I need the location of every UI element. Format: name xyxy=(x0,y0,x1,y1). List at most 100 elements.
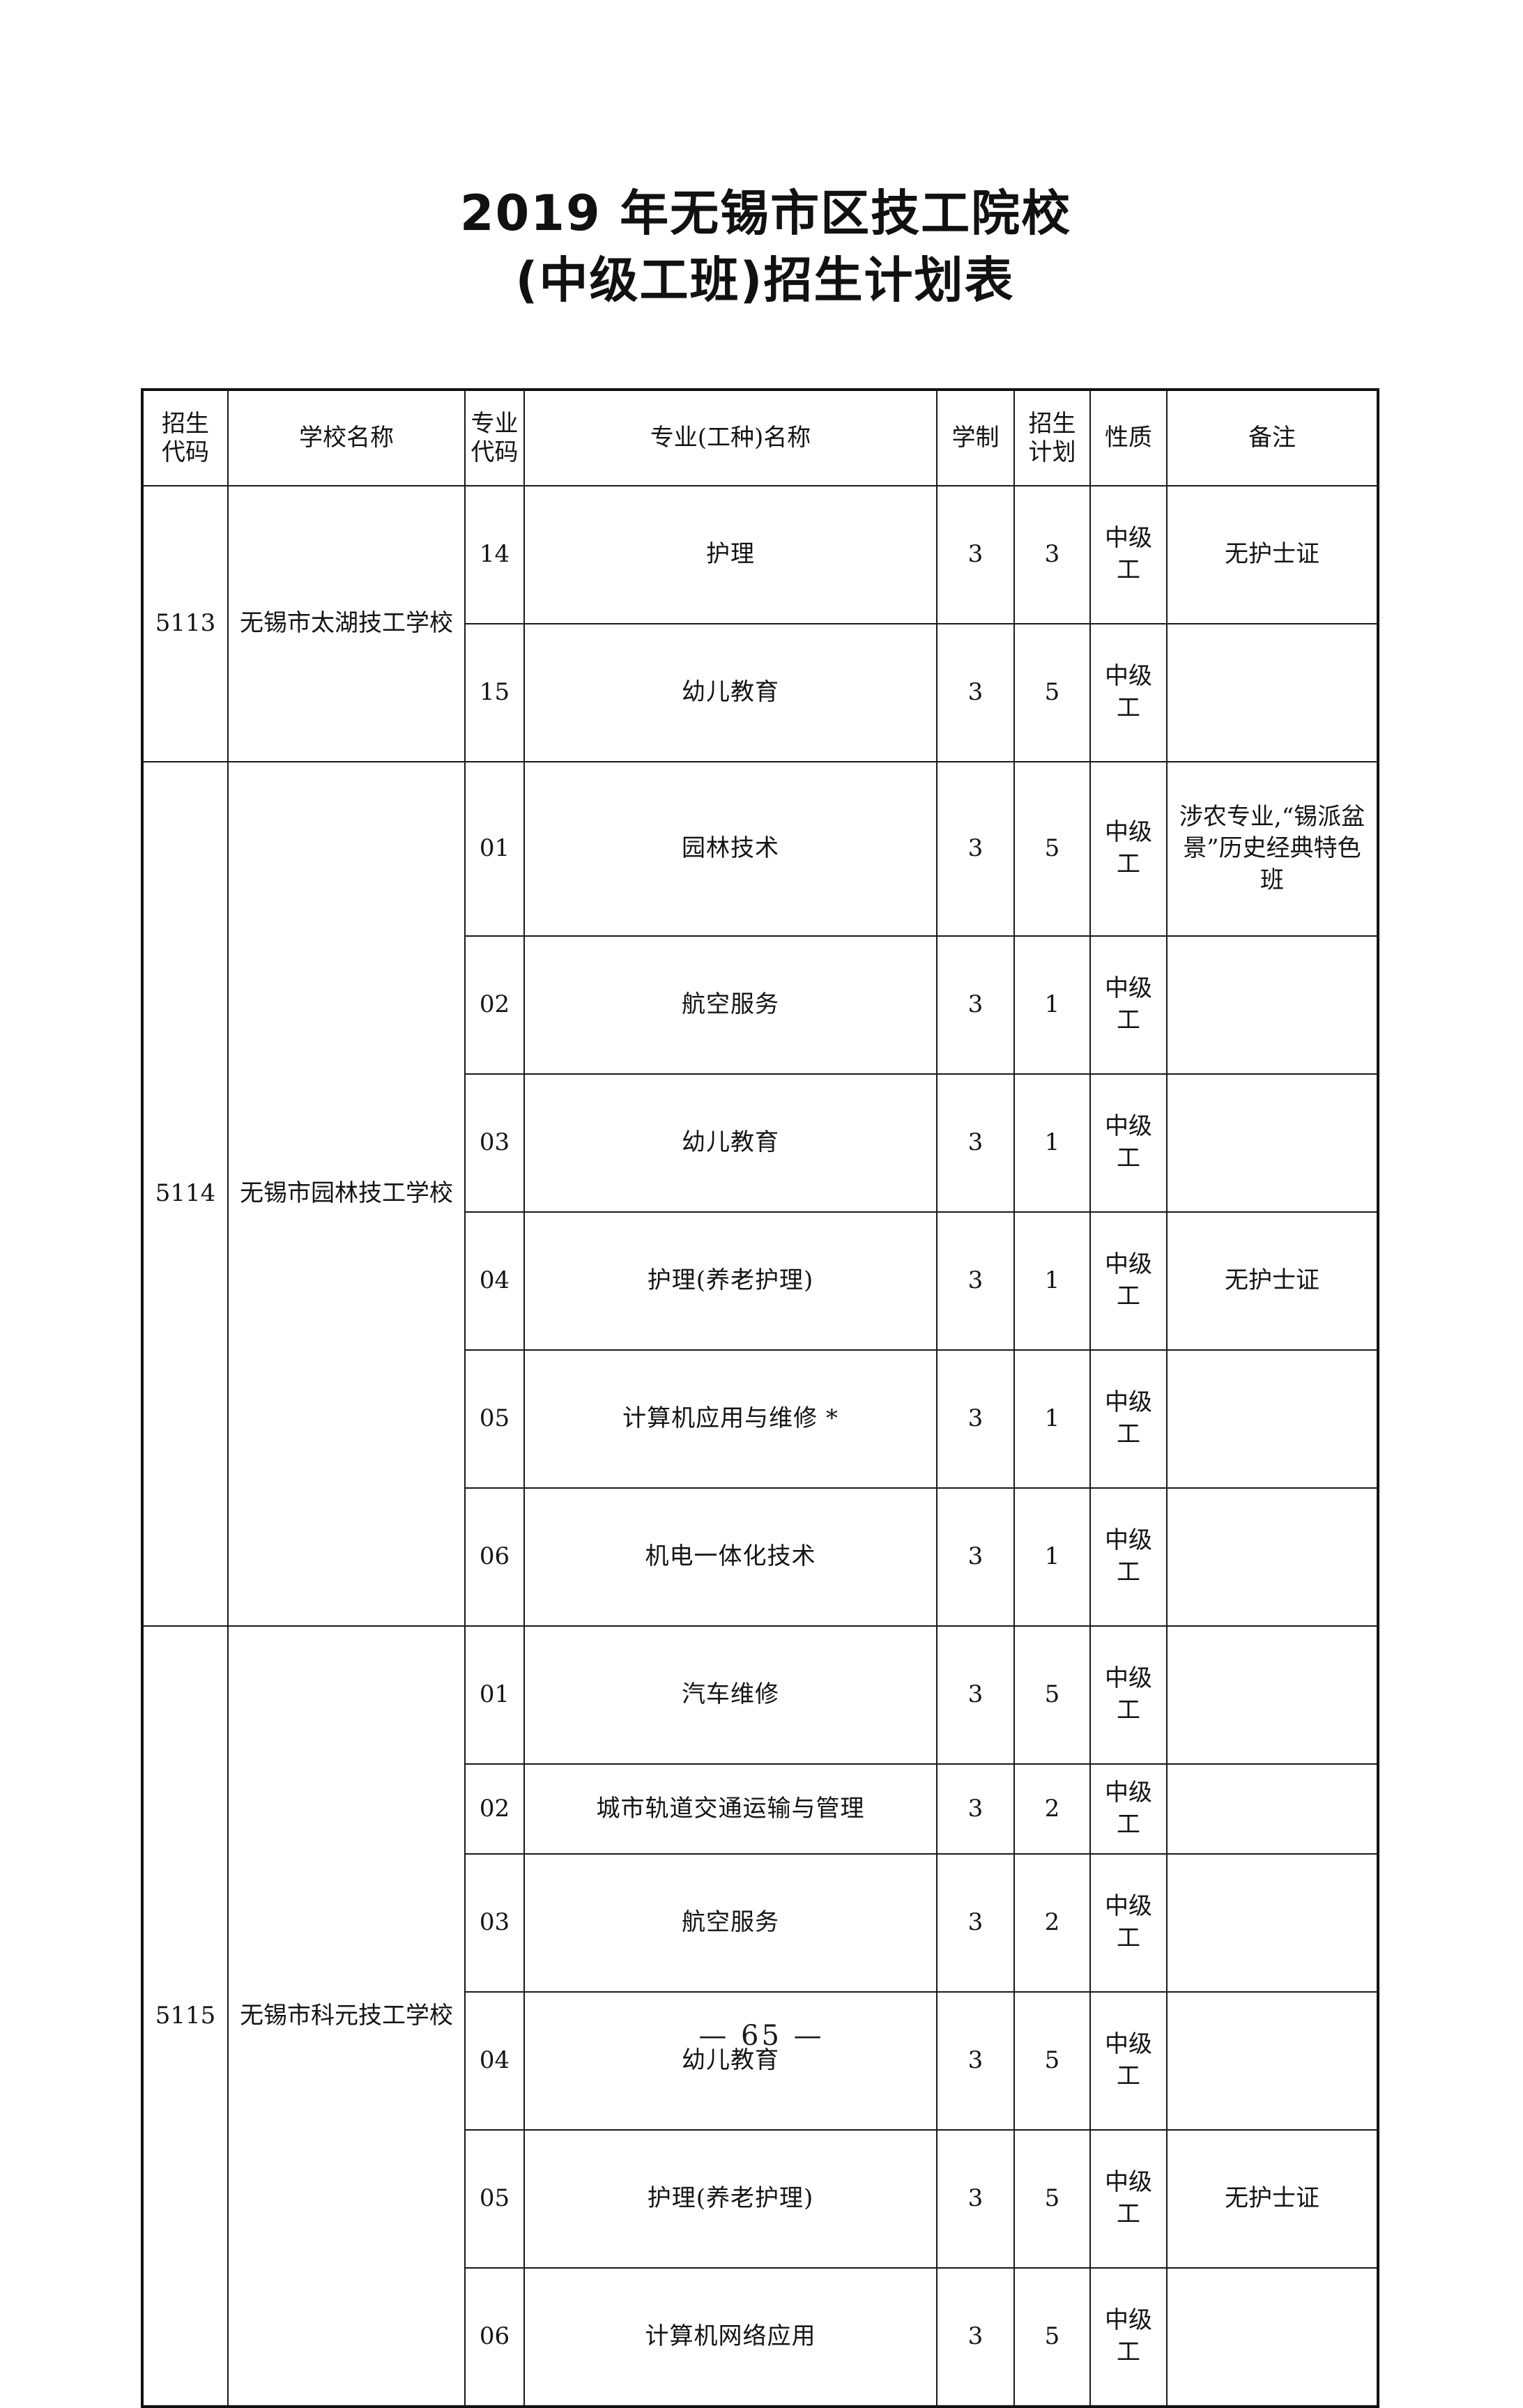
cell-quota: 1 xyxy=(1013,1349,1091,1489)
cell-quota: 5 xyxy=(1013,2129,1091,2269)
cell-quota: 2 xyxy=(1013,1763,1091,1855)
page-number: — 65 — xyxy=(698,2020,825,2052)
cell-major-name: 城市轨道交通运输与管理 xyxy=(523,1763,937,1855)
admission-plan-table: 招生 代码 学校名称 专业 代码 专业(工种)名称 学制 招生 计划 性质 xyxy=(141,388,1379,2408)
table-body: 5113 无锡市太湖技工学校 14 护理 3 3 中级 工 无护士证 15 幼儿… xyxy=(141,485,1379,2407)
cell-major-name: 计算机网络应用 xyxy=(523,2267,937,2407)
cell-nature-line2: 工 xyxy=(1117,2062,1140,2090)
header-admission-code: 招生 代码 xyxy=(141,389,229,486)
cell-quota: 5 xyxy=(1013,1625,1091,1765)
cell-years: 3 xyxy=(936,1763,1015,1855)
table-row: 05 计算机应用与维修 * 3 1 中级 工 xyxy=(142,1349,1379,1489)
cell-nature-line2: 工 xyxy=(1117,1924,1140,1952)
cell-major-code: 04 xyxy=(464,1991,525,2131)
cell-major-code: 03 xyxy=(464,1853,525,1993)
cell-nature-line2: 工 xyxy=(1117,556,1140,584)
table-row: 04 护理(养老护理) 3 1 中级 工 无护士证 xyxy=(142,1211,1379,1351)
table-row: 03 航空服务 3 2 中级 工 xyxy=(142,1853,1379,1993)
cell-remark xyxy=(1166,1073,1379,1213)
cell-nature-line1: 中级 xyxy=(1105,2030,1152,2059)
cell-nature: 中级 工 xyxy=(1089,1487,1168,1627)
cell-years: 3 xyxy=(936,1073,1015,1213)
cell-years: 3 xyxy=(936,935,1015,1075)
cell-major-code: 05 xyxy=(464,1349,525,1489)
cell-nature-line2: 工 xyxy=(1117,1810,1140,1839)
cell-years: 3 xyxy=(936,1991,1015,2131)
admission-plan-table-container: 招生 代码 学校名称 专业 代码 专业(工种)名称 学制 招生 计划 性质 xyxy=(141,388,1379,2408)
cell-admission-code: 5113 xyxy=(141,485,229,762)
cell-quota: 5 xyxy=(1013,761,1091,937)
table-row: 02 城市轨道交通运输与管理 3 2 中级 工 xyxy=(142,1763,1379,1855)
cell-remark: 无护士证 xyxy=(1166,485,1379,624)
cell-quota: 1 xyxy=(1013,935,1091,1075)
cell-nature-line2: 工 xyxy=(1117,1696,1140,1724)
cell-remark: 无护士证 xyxy=(1166,2129,1379,2269)
header-major-code: 专业 代码 xyxy=(464,389,525,486)
cell-nature-line1: 中级 xyxy=(1105,524,1152,553)
cell-nature: 中级 工 xyxy=(1089,761,1168,937)
cell-remark xyxy=(1166,1991,1379,2131)
cell-major-name: 护理(养老护理) xyxy=(523,2129,937,2269)
cell-nature-line1: 中级 xyxy=(1105,1778,1152,1807)
table-header: 招生 代码 学校名称 专业 代码 专业(工种)名称 学制 招生 计划 性质 xyxy=(141,389,1379,486)
cell-years: 3 xyxy=(936,1211,1015,1351)
cell-years: 3 xyxy=(936,623,1015,762)
cell-years: 3 xyxy=(936,761,1015,937)
cell-nature: 中级 工 xyxy=(1089,1349,1168,1489)
cell-major-code: 14 xyxy=(464,485,525,624)
cell-remark xyxy=(1166,1625,1379,1765)
cell-major-name: 机电一体化技术 xyxy=(523,1487,937,1627)
document-page: 2019 年无锡市区技工院校 (中级工班)招生计划表 招生 代码 xyxy=(141,185,1379,2408)
cell-remark xyxy=(1166,2267,1379,2407)
cell-quota: 1 xyxy=(1013,1487,1091,1627)
cell-admission-code: 5115 xyxy=(141,1625,229,2407)
cell-major-name: 幼儿教育 xyxy=(523,1991,937,2131)
cell-nature: 中级 工 xyxy=(1089,485,1168,624)
cell-nature-line2: 工 xyxy=(1117,1420,1140,1448)
cell-quota: 5 xyxy=(1013,623,1091,762)
cell-major-name: 幼儿教育 xyxy=(523,623,937,762)
cell-major-code: 05 xyxy=(464,2129,525,2269)
header-plan: 招生 计划 xyxy=(1013,389,1091,486)
title-line-1: 2019 年无锡市区技工院校 xyxy=(459,185,1072,242)
cell-years: 3 xyxy=(936,2267,1015,2407)
table-row: 5113 无锡市太湖技工学校 14 护理 3 3 中级 工 无护士证 xyxy=(141,485,1379,762)
cell-nature: 中级 工 xyxy=(1089,1625,1168,1765)
cell-remark xyxy=(1166,935,1379,1075)
table-row: 06 机电一体化技术 3 1 中级 工 xyxy=(142,1487,1379,1627)
cell-nature-line2: 工 xyxy=(1117,1144,1140,1172)
cell-nature-line2: 工 xyxy=(1117,2338,1140,2366)
cell-years: 3 xyxy=(936,1487,1015,1627)
cell-nature-line2: 工 xyxy=(1117,1558,1140,1586)
header-row: 招生 代码 学校名称 专业 代码 专业(工种)名称 学制 招生 计划 性质 xyxy=(141,389,1379,486)
header-plan-line2: 计划 xyxy=(1028,438,1076,466)
header-major-code-line2: 代码 xyxy=(470,438,519,466)
cell-years: 3 xyxy=(936,2129,1015,2269)
cell-major-code: 15 xyxy=(464,623,525,762)
cell-nature-line1: 中级 xyxy=(1105,974,1152,1003)
cell-nature-line1: 中级 xyxy=(1105,1526,1152,1555)
cell-nature-line2: 工 xyxy=(1117,1006,1140,1034)
cell-major-name: 护理(养老护理) xyxy=(523,1211,937,1351)
cell-nature: 中级 工 xyxy=(1089,1991,1168,2131)
title-line-2: (中级工班)招生计划表 xyxy=(515,252,1015,309)
cell-quota: 1 xyxy=(1013,1073,1091,1213)
cell-major-code: 01 xyxy=(464,1625,525,1765)
cell-remark xyxy=(1166,623,1379,762)
cell-nature-line1: 中级 xyxy=(1105,662,1152,691)
header-remark: 备注 xyxy=(1166,389,1379,486)
cell-school-name: 无锡市科元技工学校 xyxy=(227,1625,466,2407)
cell-nature: 中级 工 xyxy=(1089,2129,1168,2269)
cell-years: 3 xyxy=(936,485,1015,624)
header-plan-line1: 招生 xyxy=(1028,410,1076,438)
cell-major-code: 06 xyxy=(464,1487,525,1627)
header-school-name: 学校名称 xyxy=(227,389,466,486)
cell-remark xyxy=(1166,1853,1379,1993)
cell-remark xyxy=(1166,1763,1379,1855)
header-school-system: 学制 xyxy=(936,389,1015,486)
cell-nature: 中级 工 xyxy=(1089,1073,1168,1213)
cell-quota: 1 xyxy=(1013,1211,1091,1351)
cell-years: 3 xyxy=(936,1625,1015,1765)
cell-major-code: 04 xyxy=(464,1211,525,1351)
cell-major-name: 计算机应用与维修 * xyxy=(523,1349,937,1489)
